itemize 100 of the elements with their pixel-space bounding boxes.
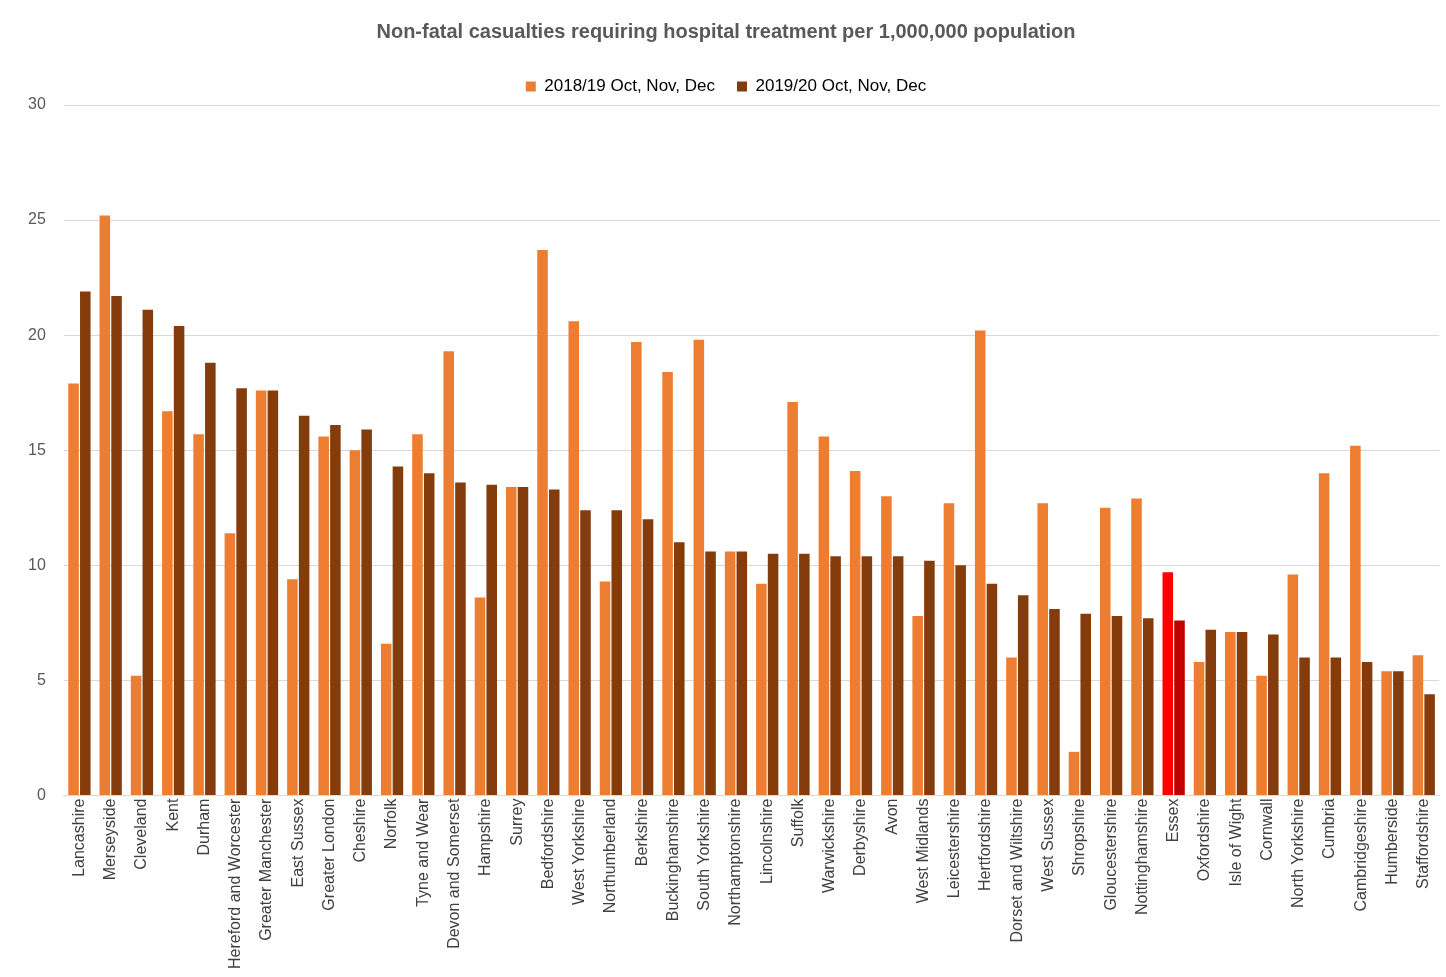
bar [142, 309, 154, 796]
bar [1268, 634, 1279, 796]
bar [1193, 662, 1205, 796]
x-tick-label: Cumbria [1320, 798, 1338, 860]
bar [693, 339, 705, 796]
bar [80, 291, 91, 796]
bar [412, 434, 423, 796]
bar [173, 325, 185, 796]
bar [162, 411, 173, 796]
x-tick-label: Hereford and Worcester [226, 797, 244, 970]
bar [1350, 445, 1361, 796]
x-tick-label: West Sussex [1039, 798, 1056, 892]
x-tick-label: Cleveland [132, 798, 150, 870]
bar [1381, 671, 1392, 796]
bar [1049, 609, 1060, 796]
bar [580, 510, 591, 796]
bar [756, 583, 767, 796]
bar [974, 330, 986, 796]
x-tick-label: Leicestershire [945, 798, 963, 899]
y-tick-label: 10 [28, 555, 46, 573]
x-tick-label: West Yorkshire [570, 798, 588, 905]
bar [1131, 498, 1142, 796]
y-tick-label: 30 [28, 95, 46, 113]
bar [99, 215, 111, 796]
bar [298, 415, 310, 796]
x-tick-label: Hertfordshire [976, 798, 994, 892]
bar [1205, 629, 1217, 796]
bar [255, 390, 267, 796]
bar [1037, 503, 1049, 796]
bar [1006, 657, 1017, 796]
bar [1080, 613, 1091, 796]
bar [361, 429, 372, 796]
bar [736, 551, 748, 796]
x-tick-label: Kent [163, 798, 181, 832]
x-tick-label: Nottinghamshire [1132, 798, 1150, 916]
x-tick-label: Devon and Somerset [445, 798, 462, 949]
bar [1287, 574, 1299, 796]
x-tick-label: South Yorkshire [695, 798, 713, 911]
bar [68, 383, 79, 796]
bar [548, 489, 560, 796]
x-tick-label: Lancashire [69, 798, 87, 877]
bar [130, 675, 142, 796]
bar [267, 390, 279, 796]
bar [1299, 657, 1310, 796]
bar [849, 470, 861, 796]
bar [1017, 595, 1029, 796]
x-tick-label: Oxfordshire [1195, 798, 1213, 882]
bar [1318, 473, 1330, 796]
bar [349, 450, 361, 796]
bar [631, 342, 642, 796]
bar [1068, 751, 1080, 796]
bar [674, 542, 685, 796]
bar [224, 533, 236, 796]
bar [517, 487, 529, 796]
bar [1361, 662, 1373, 796]
x-tick-label: North Yorkshire [1289, 798, 1307, 908]
bar [943, 503, 955, 796]
x-tick-label: Hampshire [476, 798, 494, 876]
x-tick-label: West Midlands [913, 798, 931, 904]
x-tick-label: Durham [194, 798, 212, 856]
bar [1099, 507, 1111, 796]
bar [881, 496, 892, 796]
x-tick-label: Bedfordshire [538, 798, 556, 890]
x-tick-label: Northamptonshire [726, 798, 744, 926]
x-tick-label: Cambridgeshire [1351, 798, 1369, 912]
x-tick-label: East Sussex [288, 798, 306, 888]
bar [205, 362, 216, 796]
x-tick-label: Dorset and Wiltshire [1007, 798, 1025, 943]
x-tick-label: Lincolnshire [757, 798, 775, 884]
bar [1330, 657, 1342, 796]
bar [1236, 632, 1248, 796]
bar [1393, 671, 1404, 796]
bar [505, 487, 517, 796]
bar [287, 579, 298, 796]
y-tick-label: 5 [36, 670, 46, 688]
bar [193, 434, 204, 796]
bar [830, 556, 841, 796]
x-tick-label: Cornwall [1257, 798, 1275, 861]
bar [392, 466, 404, 796]
bar [443, 351, 454, 796]
bar [787, 401, 798, 796]
x-tick-label: Essex [1164, 798, 1182, 843]
bar [599, 581, 611, 796]
bar [1256, 675, 1267, 796]
bar [642, 519, 654, 796]
x-tick-label: Suffolk [788, 797, 806, 848]
x-tick-label: Buckinghamshire [663, 798, 681, 922]
bar [568, 321, 580, 796]
legend-label: 2019/20 Oct, Nov, Dec [755, 76, 927, 96]
bar [330, 424, 341, 796]
bar [611, 510, 623, 796]
x-tick-label: Northumberland [601, 798, 619, 914]
legend-label: 2018/19 Oct, Nov, Dec [544, 76, 716, 96]
x-tick-label: Merseyside [101, 798, 119, 881]
bar [1424, 694, 1435, 796]
bar [861, 556, 873, 796]
bar [455, 482, 466, 796]
bar [1412, 655, 1424, 796]
bar [705, 551, 716, 796]
y-tick-label: 25 [28, 210, 46, 228]
